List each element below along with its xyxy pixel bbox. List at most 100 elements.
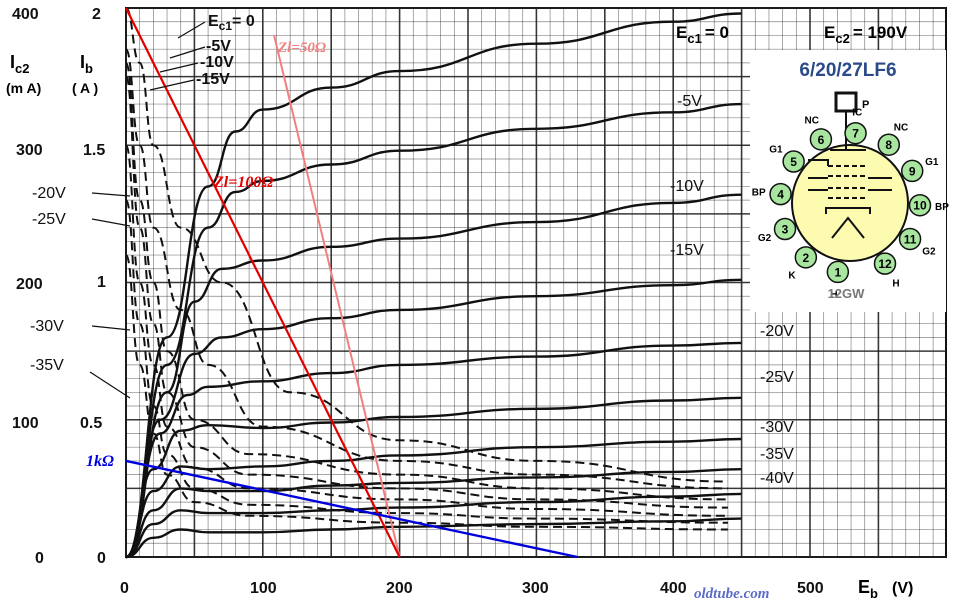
screen-curve-labels: Ec1= 0 -5V -10V -15V <box>149 13 255 91</box>
y-right-label: Ib <box>80 52 93 76</box>
y-left-tick: 400 <box>12 6 39 23</box>
y-left-unit: (m A) <box>6 80 41 96</box>
left-leader <box>91 218 131 227</box>
pin-number: 3 <box>782 223 789 237</box>
y-right-tick: 0 <box>97 550 106 567</box>
left-voltage-labels: -20V -25V -30V -35V <box>30 185 131 399</box>
tube-title: 6/20/27LF6 <box>799 60 896 81</box>
tube-pin-icon <box>773 217 797 241</box>
y-right-tick: 2 <box>92 6 101 23</box>
load-line-1kohm <box>125 459 578 559</box>
plate-label: -35V <box>760 446 794 463</box>
pin-number: 7 <box>852 127 859 141</box>
pin-function-label: G2 <box>758 233 772 244</box>
load-label-1k: 1kΩ <box>86 453 114 470</box>
y-axis-right-title: Ib ( A ) <box>72 52 98 96</box>
pin-number: 5 <box>790 155 797 169</box>
plate-current-curves <box>125 12 742 559</box>
pin-number: 9 <box>909 164 916 178</box>
plate-label: -5V <box>677 93 702 110</box>
tube-pin-icon <box>898 227 922 251</box>
tube-pin-icon <box>794 246 818 269</box>
pin-function-label: NC <box>805 115 819 126</box>
pin-function-label: G2 <box>922 246 936 257</box>
left-label: -30V <box>30 318 64 335</box>
y-left-tick: 100 <box>12 415 39 432</box>
plate-label: -25V <box>760 369 794 386</box>
x-label: Eb <box>858 577 878 601</box>
load-label-50: Zl=50Ω <box>277 40 326 56</box>
screen-label-10v: -10V <box>200 54 234 71</box>
pin-number: 11 <box>904 232 917 246</box>
plate-label: -10V <box>670 178 704 195</box>
screen-leader <box>159 62 199 73</box>
header-conditions: Ec1 = 0 Ec2 = 190V <box>676 23 908 46</box>
pin-number: 4 <box>777 188 784 202</box>
pin-number: 6 <box>818 133 825 147</box>
plate-current-curve <box>125 517 742 559</box>
screen-current-curve <box>125 199 728 524</box>
tube-pin-icon <box>826 260 850 284</box>
pin-function-label: IC <box>852 107 862 118</box>
x-tick: 100 <box>250 580 277 597</box>
load-line-100ohm <box>125 7 401 558</box>
ec1-header: Ec1 = 0 <box>676 23 729 46</box>
pin-function-label: NC <box>894 122 908 133</box>
grid <box>125 7 947 558</box>
x-tick: 500 <box>797 580 824 597</box>
y-right-tick: 0.5 <box>80 415 102 432</box>
plate-current-curve <box>125 102 742 559</box>
plate-label: -40V <box>760 470 794 487</box>
base-code: 12GW <box>828 286 866 301</box>
plate-label: -15V <box>670 242 704 259</box>
plate-current-curve <box>125 492 742 559</box>
tube-pin-icon <box>769 182 792 206</box>
y-left-tick: 300 <box>16 142 43 159</box>
screen-current-curve <box>125 254 728 531</box>
pin-function-label: K <box>788 270 796 281</box>
screen-leader <box>169 46 206 59</box>
screen-current-curve <box>125 75 728 509</box>
load-line-labels: Zl=50Ω Zl=100Ω 1kΩ <box>86 40 326 470</box>
screen-current-curves <box>125 7 728 531</box>
pin-function-label: H <box>830 290 837 301</box>
tube-electrodes-icon <box>808 142 892 239</box>
tube-pin-icon <box>782 150 805 173</box>
screen-label-15v: -15V <box>196 71 230 88</box>
pin-function-label: BP <box>935 202 949 213</box>
x-tick: 200 <box>386 580 413 597</box>
tube-panel: 6/20/27LF6 P 1H2K3G24BP5G16NC7IC8NC9G110… <box>750 50 949 312</box>
tube-pin-icon <box>900 159 924 183</box>
pin-number: 8 <box>885 138 892 152</box>
left-leader <box>91 192 131 197</box>
load-line-50ohm <box>273 34 401 558</box>
x-tick: 400 <box>660 580 687 597</box>
y-right-tick: 1 <box>97 274 106 291</box>
pin-number: 1 <box>835 265 842 279</box>
plate-current-curve <box>125 341 742 559</box>
left-label: -20V <box>32 185 66 202</box>
pin-function-label: G1 <box>925 157 939 168</box>
y-right-tick: 1.5 <box>83 142 105 159</box>
load-lines <box>125 7 578 559</box>
watermark: oldtube.com <box>694 586 769 601</box>
tube-pin-icon <box>873 252 897 275</box>
y-left-tick: 200 <box>16 276 43 293</box>
tube-pin-icon <box>809 128 833 151</box>
plate-current-curve <box>125 193 742 559</box>
screen-label-5v: -5V <box>206 38 231 55</box>
tube-pin-icon <box>908 193 932 217</box>
ec2-header: Ec2 = 190V <box>824 23 908 46</box>
y-left-tick: 0 <box>35 550 44 567</box>
screen-current-curve <box>125 7 728 483</box>
y-axis-left-title: Ic2 (m A) <box>6 52 41 96</box>
x-unit: (V) <box>892 580 913 597</box>
screen-leader <box>177 21 206 39</box>
pin-function-label: H <box>892 279 899 290</box>
pin-number: 10 <box>913 199 927 213</box>
screen-label-ec1: Ec1= 0 <box>208 13 255 33</box>
screen-current-curve <box>125 144 728 517</box>
